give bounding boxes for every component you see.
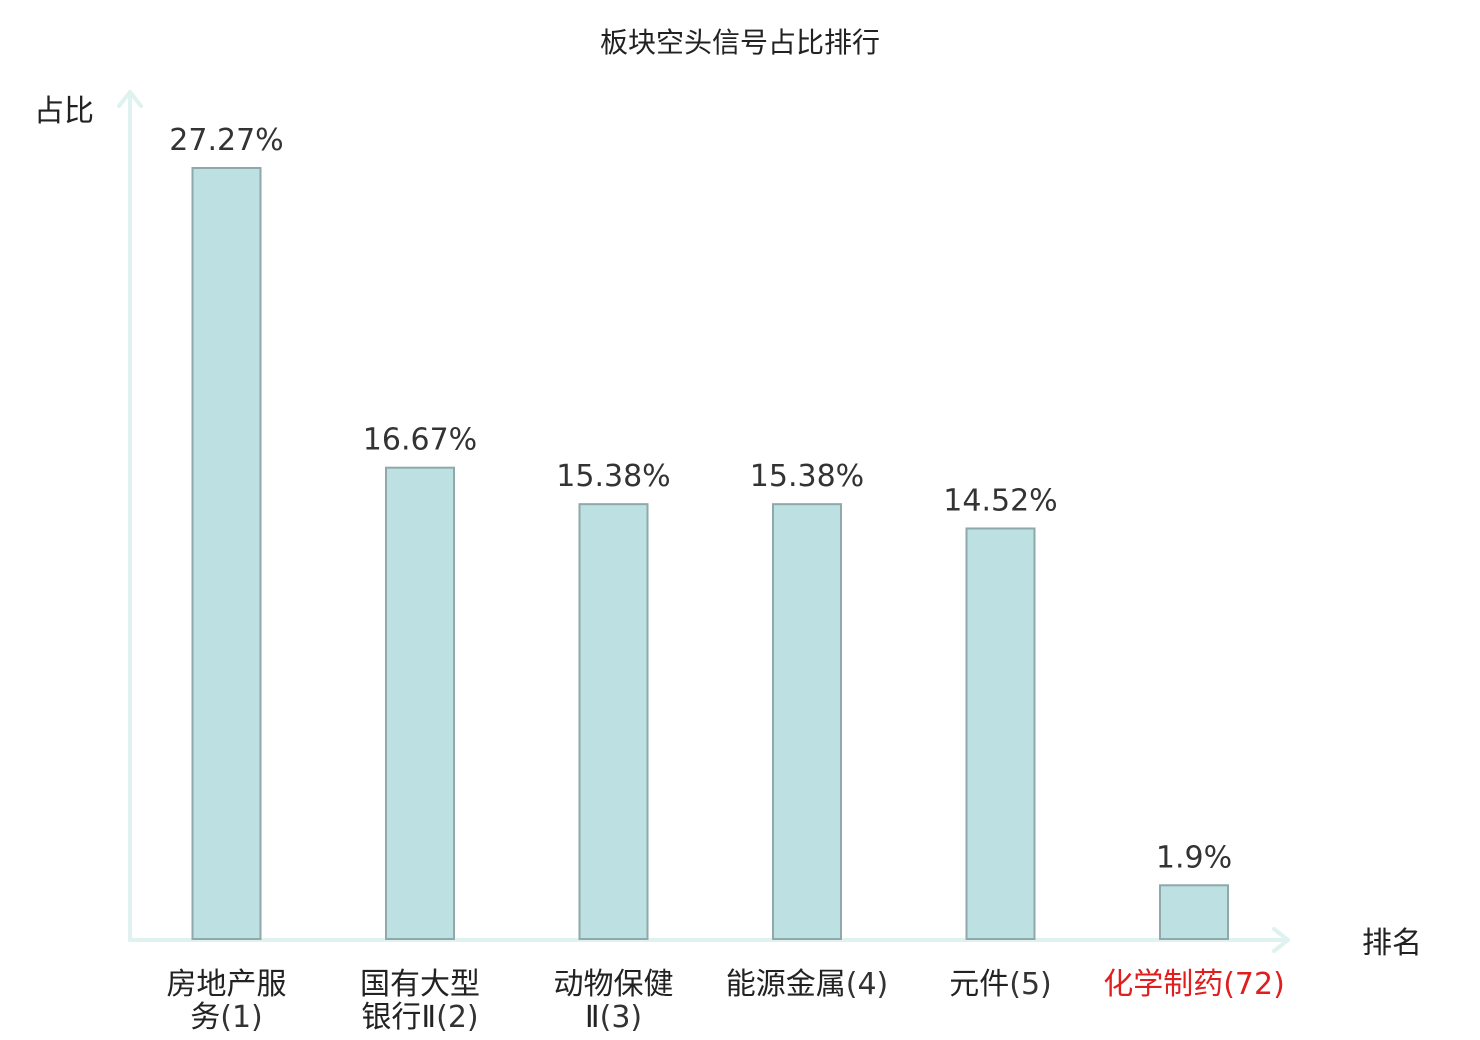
category-label-line: Ⅱ(3) — [585, 1000, 642, 1035]
category-label-line: 化学制药(72) — [1103, 967, 1285, 1002]
category-label-line: 房地产服 — [167, 967, 287, 1002]
x-axis-label: 排名 — [1362, 926, 1422, 961]
category-label-line: 务(1) — [190, 1000, 263, 1035]
category-label-6: 化学制药(72) — [1103, 967, 1285, 1002]
category-label-line: 动物保健 — [554, 967, 674, 1002]
bar-6 — [1159, 884, 1229, 940]
value-label-2: 16.67% — [363, 423, 477, 458]
category-label-4: 能源金属(4) — [726, 967, 889, 1002]
value-label-1: 27.27% — [169, 123, 283, 158]
bars-group — [191, 167, 1229, 941]
category-label-line: 元件(5) — [949, 967, 1052, 1002]
value-label-4: 15.38% — [750, 459, 864, 494]
y-axis-arrow-icon — [117, 90, 143, 108]
chart-title: 板块空头信号占比排行 — [600, 26, 880, 59]
category-label-line: 银行Ⅱ(2) — [361, 1000, 478, 1035]
bar-4 — [772, 503, 842, 940]
category-label-5: 元件(5) — [949, 967, 1052, 1002]
category-label-line: 能源金属(4) — [726, 967, 889, 1002]
bar-3 — [578, 503, 649, 940]
value-label-3: 15.38% — [556, 459, 670, 494]
bar-5 — [965, 527, 1036, 941]
value-label-6: 1.9% — [1156, 840, 1232, 875]
x-axis-arrow-icon — [1272, 927, 1290, 953]
value-label-5: 14.52% — [943, 483, 1057, 518]
bar-1 — [191, 167, 262, 940]
axes — [117, 90, 1290, 953]
bar-2 — [385, 466, 455, 940]
category-label-line: 国有大型 — [360, 967, 480, 1002]
value-labels-group: 27.27% 16.67% 15.38% 15.38% 14.52% 1.9% — [169, 123, 1232, 875]
y-axis-label: 占比 — [34, 94, 94, 129]
